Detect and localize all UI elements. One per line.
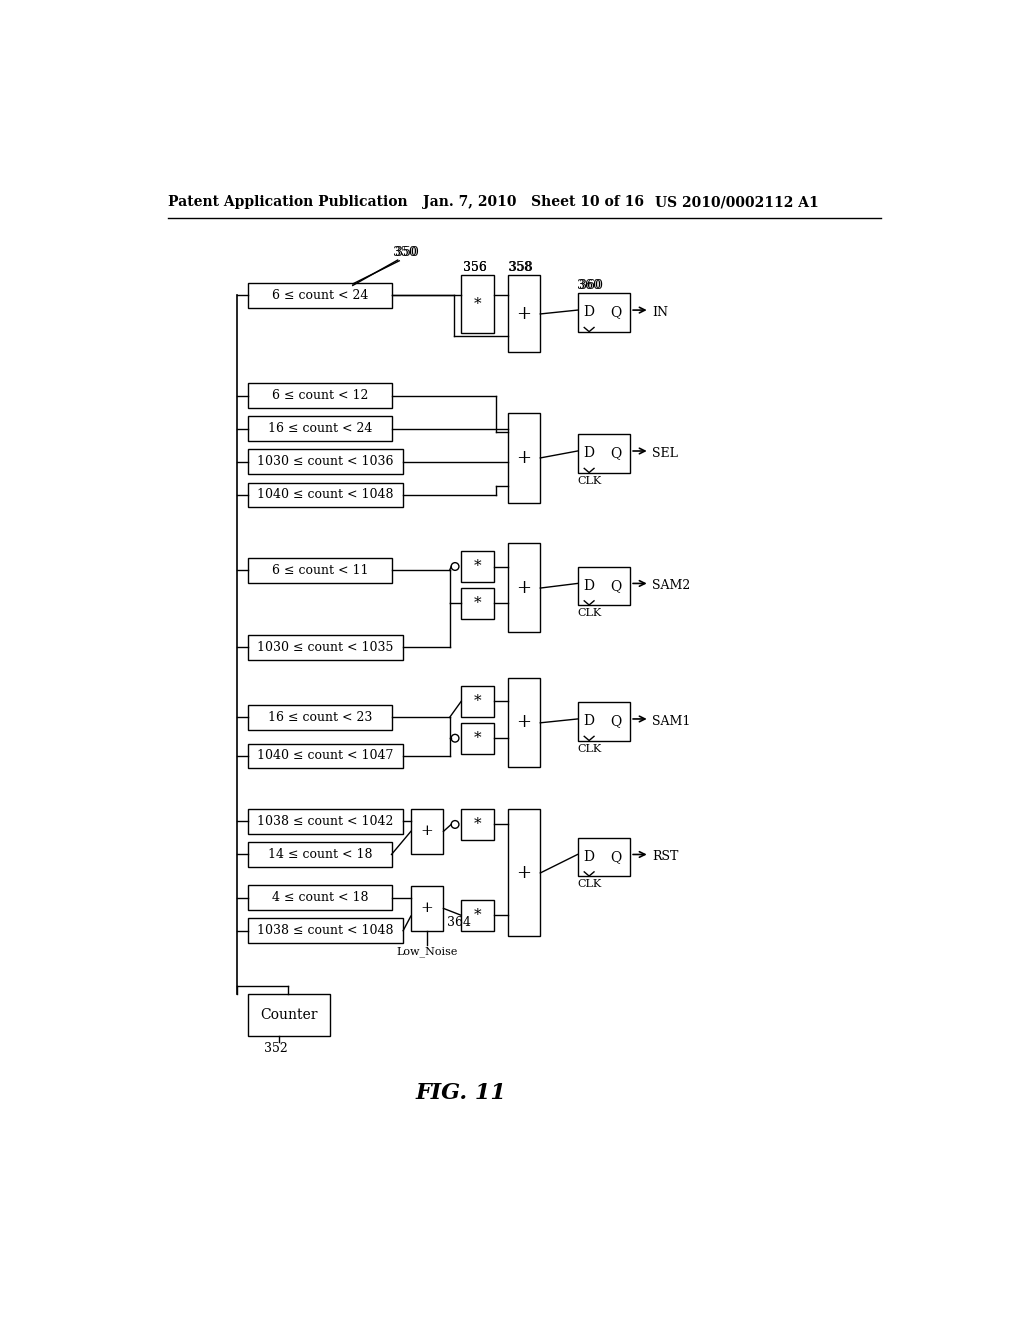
Text: 6 ≤ count < 11: 6 ≤ count < 11 (271, 564, 368, 577)
Bar (248, 842, 391, 867)
Text: 1030 ≤ count < 1036: 1030 ≤ count < 1036 (257, 455, 394, 469)
Bar (248, 994, 330, 1036)
Text: CLK: CLK (577, 475, 601, 486)
Bar (461, 900, 494, 931)
Text: IN: IN (652, 306, 668, 319)
Bar (248, 383, 391, 408)
Bar (248, 809, 403, 834)
Bar (248, 743, 403, 768)
Text: CLK: CLK (577, 743, 601, 754)
Bar (578, 566, 630, 605)
Bar (578, 702, 630, 741)
Text: 6 ≤ count < 24: 6 ≤ count < 24 (271, 289, 368, 302)
Bar (248, 886, 391, 909)
Bar (508, 809, 541, 936)
Text: *: * (474, 908, 481, 923)
Bar (508, 678, 541, 767)
Text: 358: 358 (508, 261, 531, 275)
Bar (461, 552, 494, 582)
Bar (578, 434, 630, 473)
Text: 14 ≤ count < 18: 14 ≤ count < 18 (267, 847, 372, 861)
Bar (508, 544, 541, 632)
Text: Q: Q (610, 714, 622, 729)
Text: +: + (421, 902, 433, 915)
Text: D: D (584, 305, 595, 319)
Bar (508, 413, 541, 503)
Text: US 2010/0002112 A1: US 2010/0002112 A1 (655, 195, 819, 210)
Text: Low_Noise: Low_Noise (396, 946, 458, 957)
Bar (248, 919, 403, 942)
Text: D: D (584, 446, 595, 461)
Bar (508, 276, 541, 352)
Bar (248, 416, 391, 441)
Text: 16 ≤ count < 23: 16 ≤ count < 23 (267, 711, 372, 723)
Text: *: * (474, 297, 481, 312)
Text: 352: 352 (263, 1043, 288, 1056)
Bar (248, 284, 391, 308)
Text: 356: 356 (463, 261, 486, 275)
Text: CLK: CLK (577, 879, 601, 890)
Text: +: + (516, 863, 531, 882)
Text: FIG. 11: FIG. 11 (416, 1082, 507, 1105)
Text: SAM2: SAM2 (652, 579, 690, 593)
Text: 1040 ≤ count < 1047: 1040 ≤ count < 1047 (257, 750, 394, 763)
Bar (461, 276, 494, 333)
Text: 364: 364 (447, 916, 471, 929)
Text: *: * (474, 731, 481, 746)
Text: +: + (516, 305, 531, 323)
Bar (578, 293, 630, 331)
Text: Counter: Counter (260, 1008, 317, 1022)
Text: 6 ≤ count < 12: 6 ≤ count < 12 (271, 389, 368, 403)
Text: D: D (584, 850, 595, 863)
Text: +: + (516, 449, 531, 467)
Text: Q: Q (610, 305, 622, 319)
Text: 4 ≤ count < 18: 4 ≤ count < 18 (271, 891, 368, 904)
Bar (411, 809, 443, 854)
Text: RST: RST (652, 850, 678, 863)
Text: 350: 350 (393, 246, 417, 259)
Text: CLK: CLK (577, 609, 601, 618)
Text: 16 ≤ count < 24: 16 ≤ count < 24 (267, 422, 372, 436)
Text: Q: Q (610, 578, 622, 593)
Text: *: * (474, 560, 481, 573)
Text: 358: 358 (509, 261, 534, 275)
Text: Q: Q (610, 446, 622, 461)
Bar (248, 558, 391, 582)
Text: 1040 ≤ count < 1048: 1040 ≤ count < 1048 (257, 488, 394, 502)
Text: 1030 ≤ count < 1035: 1030 ≤ count < 1035 (257, 640, 394, 653)
Text: 356: 356 (463, 261, 486, 275)
Text: *: * (474, 817, 481, 832)
Bar (578, 838, 630, 876)
Bar (248, 635, 403, 660)
Bar (461, 686, 494, 717)
Text: 1038 ≤ count < 1042: 1038 ≤ count < 1042 (257, 814, 394, 828)
Text: *: * (474, 694, 481, 709)
Text: 350: 350 (395, 246, 419, 259)
Text: *: * (474, 597, 481, 610)
Text: +: + (421, 825, 433, 838)
Bar (411, 886, 443, 931)
Text: Patent Application Publication: Patent Application Publication (168, 195, 408, 210)
Text: 360: 360 (579, 279, 603, 292)
Bar (461, 589, 494, 619)
Text: 360: 360 (578, 279, 601, 292)
Text: D: D (584, 578, 595, 593)
Bar (248, 705, 391, 730)
Text: Jan. 7, 2010   Sheet 10 of 16: Jan. 7, 2010 Sheet 10 of 16 (423, 195, 643, 210)
Text: D: D (584, 714, 595, 729)
Text: 1038 ≤ count < 1048: 1038 ≤ count < 1048 (257, 924, 394, 937)
Text: SAM1: SAM1 (652, 714, 690, 727)
Bar (461, 723, 494, 754)
Text: +: + (516, 713, 531, 731)
Text: Q: Q (610, 850, 622, 863)
Bar (461, 809, 494, 840)
Text: +: + (516, 578, 531, 597)
Text: SEL: SEL (652, 446, 678, 459)
Bar (248, 483, 403, 507)
Bar (248, 450, 403, 474)
